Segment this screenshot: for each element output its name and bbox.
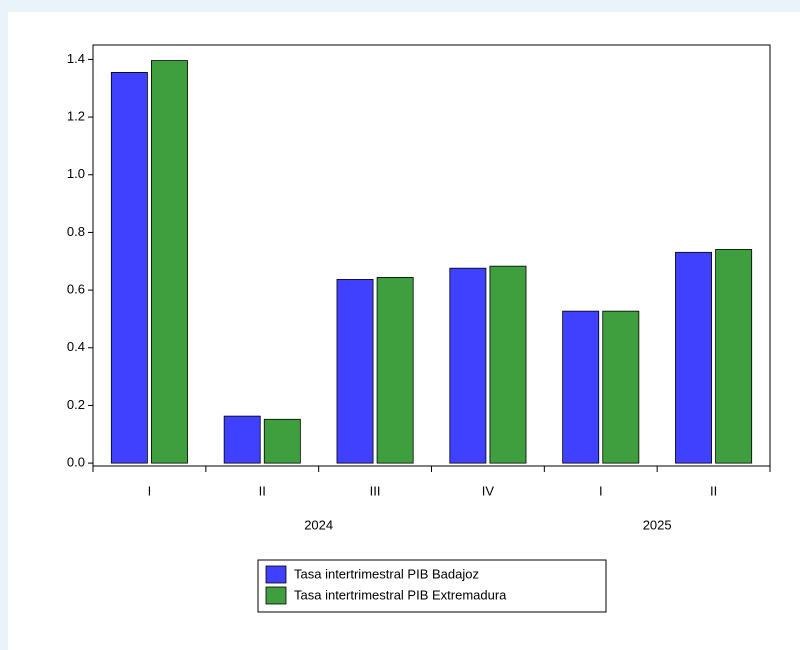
bar bbox=[223, 415, 261, 464]
bar bbox=[602, 310, 640, 464]
x-tick-label: II bbox=[259, 483, 266, 498]
y-tick-label: 0.4 bbox=[67, 339, 85, 354]
legend-label: Tasa intertrimestral PIB Extremadura bbox=[294, 587, 507, 602]
bar bbox=[336, 279, 374, 464]
bar bbox=[151, 60, 188, 464]
y-tick-label: 0.2 bbox=[67, 397, 85, 412]
y-tick-label: 1.2 bbox=[67, 109, 85, 124]
bar bbox=[376, 277, 414, 464]
bar bbox=[562, 310, 600, 464]
bar bbox=[449, 267, 487, 464]
bar bbox=[263, 418, 301, 464]
legend-box bbox=[257, 559, 607, 613]
y-tick-label: 1.4 bbox=[67, 51, 85, 66]
bar bbox=[110, 71, 148, 464]
legend-swatch bbox=[265, 586, 287, 605]
group-label: 2025 bbox=[643, 517, 672, 532]
x-tick-label: III bbox=[370, 483, 381, 498]
y-tick-label: 0.8 bbox=[67, 224, 85, 239]
x-tick-label: IV bbox=[482, 483, 495, 498]
legend-swatch bbox=[265, 565, 287, 584]
y-tick-label: 0.0 bbox=[67, 455, 85, 470]
y-tick-label: 0.6 bbox=[67, 282, 85, 297]
x-tick-label: II bbox=[710, 483, 717, 498]
x-tick-label: I bbox=[148, 483, 152, 498]
bar bbox=[489, 265, 527, 464]
y-tick-label: 1.0 bbox=[67, 166, 85, 181]
bar bbox=[715, 249, 753, 464]
bar bbox=[675, 251, 712, 464]
legend-label: Tasa intertrimestral PIB Badajoz bbox=[294, 566, 479, 581]
x-tick-label: I bbox=[599, 483, 603, 498]
group-label: 2024 bbox=[304, 517, 333, 532]
